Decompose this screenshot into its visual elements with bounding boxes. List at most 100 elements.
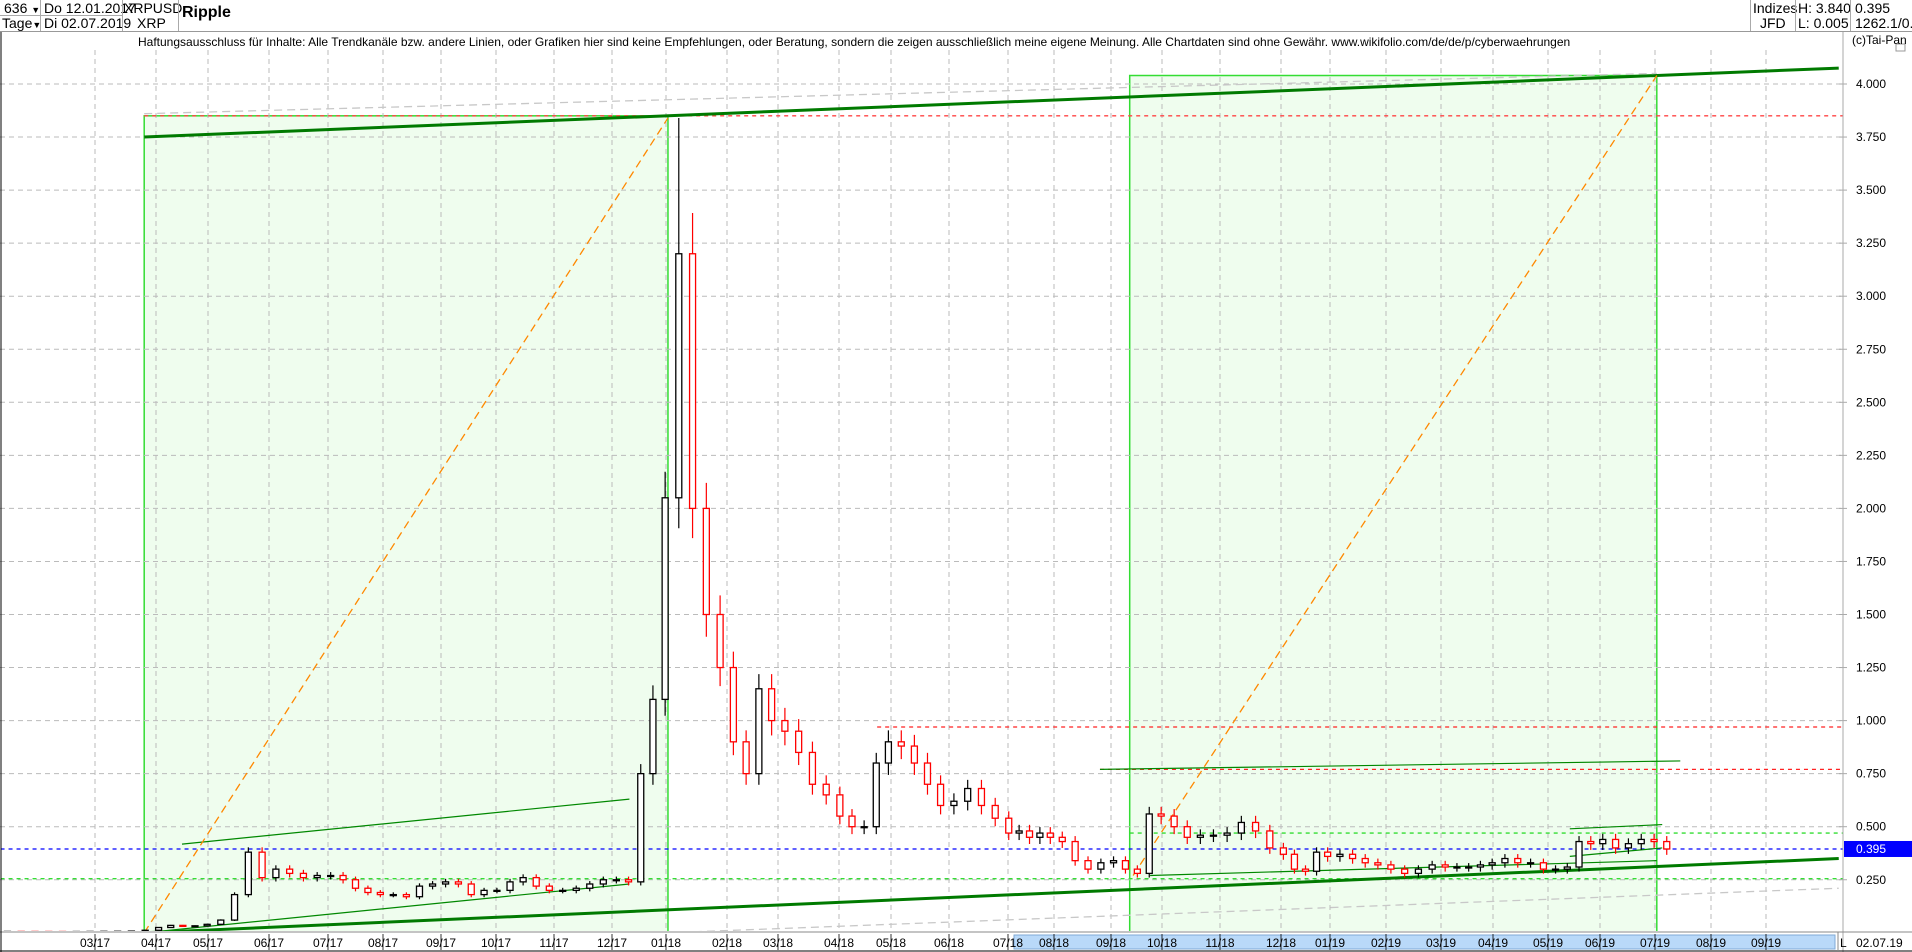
candle-down: [1121, 860, 1130, 870]
dropdown-arrow-icon: ▼: [32, 20, 42, 30]
collapse-icon: [1895, 43, 1906, 52]
candle-up: [191, 925, 199, 928]
candle-up: [1575, 840, 1583, 868]
candle-up: [1551, 868, 1560, 871]
trendline-gray: [698, 887, 1839, 931]
time-tick-label: 09/19: [1751, 936, 1781, 950]
candle-down: [836, 794, 844, 817]
candle-up: [203, 923, 211, 927]
candle-down: [1374, 862, 1382, 866]
time-tick-label: 06/19: [1585, 936, 1615, 950]
candle-down: [1348, 853, 1357, 860]
info-value: 1262.1/0.3: [1855, 15, 1912, 31]
time-tick-label: 10/17: [481, 936, 511, 950]
time-tick-label: 10/18: [1147, 936, 1177, 950]
range-box: [1128, 74, 1658, 931]
candle-up: [1209, 834, 1218, 837]
time-tick-label: 06/18: [934, 936, 964, 950]
period-select[interactable]: Tage▼: [2, 16, 41, 33]
candle-down: [1157, 813, 1165, 817]
price-tick-label: 2.250: [1856, 448, 1886, 462]
candle-up: [389, 893, 397, 897]
price-tick-label: 3.750: [1856, 130, 1886, 144]
time-tick-label: 07/17: [313, 936, 343, 950]
time-tick-label: 08/17: [368, 936, 398, 950]
candle-up: [755, 688, 763, 775]
candle-down: [532, 876, 540, 887]
candle-up: [1453, 866, 1461, 869]
time-tick-label: 11/18: [1205, 936, 1234, 950]
candle-down: [910, 745, 919, 764]
candle-up: [506, 881, 514, 892]
candle-down: [822, 783, 830, 796]
candle-up: [872, 762, 880, 828]
candle-up: [1145, 813, 1153, 875]
time-tick-label: 07/18: [993, 936, 1023, 950]
trendline-thin: [181, 798, 630, 845]
price-tick-label: 2.500: [1856, 395, 1886, 409]
candle-down: [364, 887, 372, 894]
instrument-name: Ripple: [182, 4, 231, 21]
time-tick-label: 09/17: [426, 936, 456, 950]
candle-up: [272, 868, 280, 879]
candle-down: [848, 815, 856, 828]
trendline-orange: [1132, 75, 1658, 876]
trendline-thin: [1569, 823, 1663, 830]
candle-up: [313, 874, 321, 879]
chart-header: 636 ▼ Tage▼ Do 12.01.2017 Di 02.07.2019 …: [0, 0, 1912, 32]
price-tick-label: 0.250: [1856, 873, 1886, 887]
time-tick-label: 03/17: [80, 936, 110, 950]
price-tick-label: 1.250: [1856, 661, 1886, 675]
candle-up: [167, 924, 175, 929]
candle-up: [586, 883, 594, 889]
period-value: Tage: [2, 15, 33, 31]
last-date-label: 02.07.19: [1856, 936, 1903, 950]
group: Indizes: [1753, 0, 1798, 16]
price-tick-label: 3.000: [1856, 289, 1886, 303]
time-tick-label: 04/19: [1478, 936, 1508, 950]
time-tick-label: 04/18: [824, 936, 854, 950]
date-from[interactable]: Do 12.01.2017: [44, 0, 136, 16]
time-tick-label: 09/18: [1096, 936, 1126, 950]
trendline-gray: [144, 72, 1657, 115]
candle-up: [950, 800, 958, 807]
candle-up: [1312, 851, 1321, 872]
candle-down: [729, 666, 738, 743]
time-range-highlight[interactable]: [1013, 934, 1836, 950]
candle-down: [624, 879, 633, 883]
scale-mode-button[interactable]: L: [1840, 936, 1847, 950]
candle-up: [649, 698, 657, 775]
candle-up: [244, 851, 252, 896]
candle-down: [1401, 868, 1409, 875]
candle-down: [702, 507, 710, 616]
bars-count-select[interactable]: 636 ▼: [4, 1, 40, 18]
candle-down: [402, 893, 411, 898]
candle-down: [1266, 830, 1274, 849]
candle-down: [808, 751, 817, 785]
candle-down: [179, 924, 187, 928]
time-tick-label: 02/19: [1371, 936, 1401, 950]
candle-down: [376, 891, 384, 896]
candle-up: [428, 883, 437, 887]
candle-down: [1025, 830, 1034, 838]
candle-up: [964, 787, 972, 802]
time-tick-label: 08/19: [1696, 936, 1726, 950]
candle-up: [441, 881, 450, 885]
candle-up: [1109, 860, 1118, 864]
candle-down: [1539, 862, 1548, 870]
candle-down: [767, 688, 776, 722]
candle-down: [1301, 868, 1310, 872]
candle-up: [1428, 864, 1436, 870]
time-tick-label: 07/19: [1640, 936, 1670, 950]
candle-up: [1036, 832, 1044, 838]
candle-down: [688, 253, 697, 510]
currency: XRP: [137, 15, 166, 31]
date-to[interactable]: Di 02.07.2019: [44, 15, 132, 31]
candle-down: [781, 719, 789, 732]
time-tick-label: 02/18: [712, 936, 742, 950]
time-tick-label: 01/18: [651, 936, 681, 950]
trendline-orange: [144, 117, 669, 931]
candle-down: [1514, 857, 1522, 864]
price-tick-label: 3.500: [1856, 183, 1886, 197]
